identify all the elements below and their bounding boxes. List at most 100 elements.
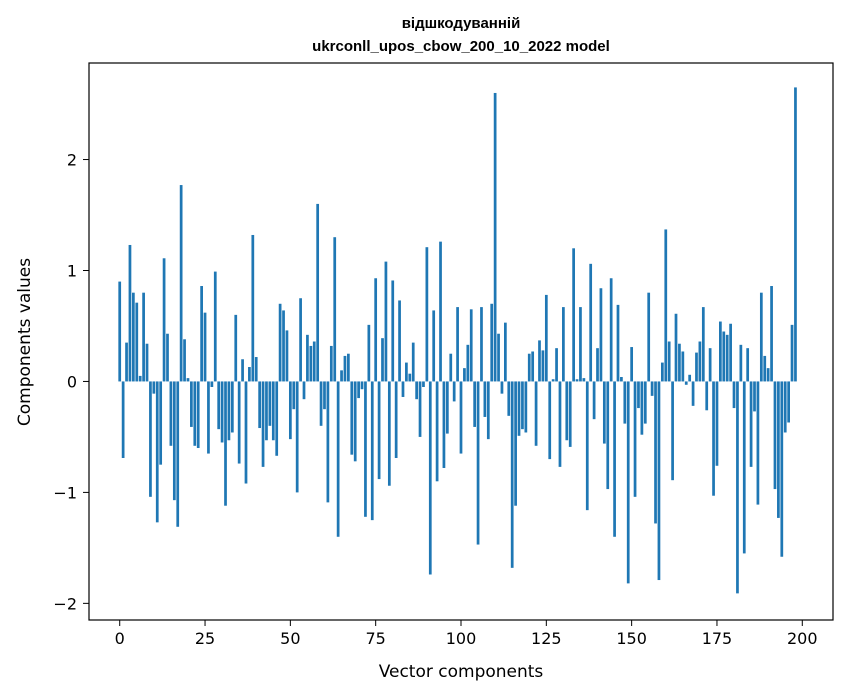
bar-component-179 [729, 323, 732, 382]
bar-component-118 [521, 381, 524, 430]
bar-component-36 [241, 359, 244, 382]
bar-component-121 [531, 351, 535, 382]
bar-component-171 [701, 307, 705, 382]
x-tick-label: 0 [115, 629, 125, 648]
bar-component-79 [387, 381, 391, 486]
bar-component-144 [609, 278, 613, 382]
bar-component-142 [602, 381, 606, 444]
bars-group [118, 87, 797, 594]
bar-component-138 [589, 263, 593, 382]
bar-component-111 [497, 333, 500, 382]
bar-component-32 [227, 381, 231, 441]
bar-component-158 [657, 381, 661, 581]
bar-component-181 [736, 381, 739, 594]
bar-component-128 [555, 348, 558, 382]
y-tick-label: 1 [67, 261, 77, 280]
bar-component-165 [681, 351, 685, 382]
bar-component-94 [439, 241, 442, 382]
bar-component-115 [510, 381, 514, 568]
bar-component-39 [251, 234, 255, 382]
bar-component-174 [712, 381, 715, 496]
bar-component-154 [643, 381, 647, 424]
bar-component-58 [316, 203, 320, 382]
bar-component-7 [142, 292, 145, 382]
bar-component-50 [288, 381, 292, 440]
bar-component-124 [541, 350, 545, 382]
bar-component-93 [435, 381, 439, 482]
bar-component-28 [213, 271, 217, 382]
bar-component-5 [135, 302, 139, 382]
bar-component-70 [357, 381, 360, 399]
y-tick-label: 0 [67, 372, 77, 391]
bar-component-18 [179, 185, 183, 382]
bar-component-149 [626, 381, 630, 584]
bar-component-9 [149, 381, 152, 497]
bar-component-196 [787, 381, 790, 423]
bar-component-112 [500, 381, 504, 394]
bar-component-100 [459, 381, 463, 454]
bar-component-21 [190, 381, 193, 427]
bar-component-160 [664, 229, 668, 382]
bar-component-68 [350, 381, 354, 455]
bar-component-152 [637, 381, 640, 409]
bar-component-96 [445, 381, 449, 434]
bar-component-133 [572, 248, 575, 382]
bar-component-83 [401, 381, 405, 397]
bar-component-192 [773, 381, 777, 490]
bar-component-2 [125, 342, 128, 382]
bar-component-20 [186, 378, 190, 382]
bar-component-19 [183, 339, 186, 382]
x-tick-label: 100 [446, 629, 477, 648]
bar-component-126 [548, 381, 552, 460]
bar-component-141 [599, 288, 603, 382]
bar-component-17 [176, 381, 180, 527]
bar-component-55 [306, 334, 309, 382]
bar-component-106 [480, 307, 483, 382]
bar-component-35 [237, 381, 241, 464]
x-tick-label: 75 [365, 629, 385, 648]
bar-component-76 [377, 381, 381, 480]
bar-component-46 [275, 381, 279, 456]
bar-component-64 [336, 381, 340, 537]
bar-component-6 [138, 375, 142, 382]
bar-component-87 [415, 381, 418, 400]
bar-component-65 [340, 370, 343, 382]
bar-component-34 [234, 314, 238, 382]
bar-component-54 [302, 381, 306, 400]
bar-component-41 [258, 381, 262, 429]
bar-component-129 [558, 381, 562, 467]
x-tick-label: 125 [531, 629, 562, 648]
bar-component-170 [698, 341, 702, 382]
bar-component-197 [790, 324, 794, 382]
bar-component-37 [244, 381, 248, 484]
bar-component-62 [329, 345, 333, 382]
bar-component-75 [374, 278, 378, 382]
bar-component-86 [411, 342, 415, 382]
bar-component-0 [118, 281, 122, 382]
y-tick-label: −1 [53, 483, 77, 502]
bar-component-89 [422, 381, 425, 387]
bar-component-23 [196, 381, 200, 449]
bar-component-194 [780, 381, 784, 557]
bar-component-189 [763, 355, 767, 382]
bar-component-29 [217, 381, 221, 430]
bar-component-61 [326, 381, 330, 503]
bar-component-123 [538, 340, 541, 382]
bar-component-167 [688, 374, 692, 382]
bar-component-56 [309, 345, 313, 382]
bar-component-122 [534, 381, 538, 446]
x-tick-label: 200 [787, 629, 818, 648]
bar-component-136 [582, 378, 586, 382]
bar-component-193 [777, 381, 780, 518]
bar-component-153 [640, 381, 644, 435]
x-tick-label: 150 [616, 629, 647, 648]
bar-component-188 [759, 292, 763, 382]
bar-component-69 [353, 381, 357, 462]
bar-component-98 [452, 381, 456, 402]
bar-component-81 [394, 381, 398, 458]
bar-component-13 [162, 258, 166, 382]
x-tick-label: 50 [280, 629, 300, 648]
bar-component-183 [742, 381, 746, 554]
